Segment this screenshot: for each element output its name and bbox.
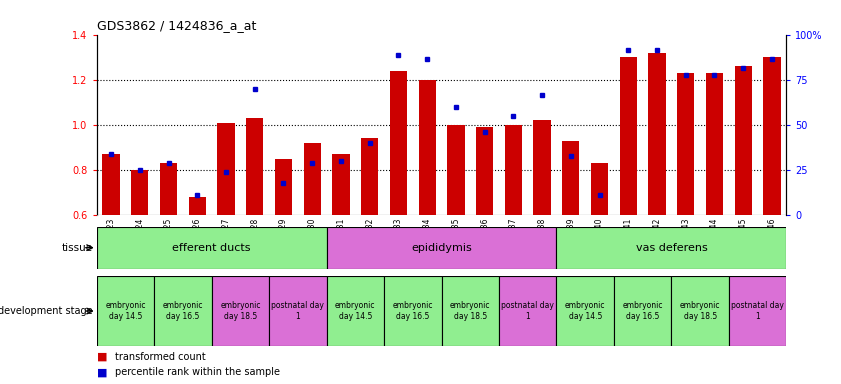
Text: GDS3862 / 1424836_a_at: GDS3862 / 1424836_a_at (97, 19, 257, 32)
Text: development stage: development stage (0, 306, 93, 316)
Bar (97, 227, 326, 269)
Bar (103, 154, 119, 215)
Bar (97, 276, 154, 346)
Text: epididymis: epididymis (411, 243, 472, 253)
Text: embryonic
day 16.5: embryonic day 16.5 (393, 301, 433, 321)
Bar (154, 276, 212, 346)
Text: GSM560943: GSM560943 (681, 217, 690, 264)
Bar (614, 276, 671, 346)
Bar (764, 57, 780, 215)
Text: GSM560926: GSM560926 (193, 217, 202, 264)
Bar (419, 80, 436, 215)
Text: percentile rank within the sample: percentile rank within the sample (115, 367, 280, 377)
Bar (557, 227, 786, 269)
Text: GSM560931: GSM560931 (336, 217, 346, 264)
Text: GSM560938: GSM560938 (537, 217, 547, 264)
Bar (591, 163, 608, 215)
Bar (212, 276, 269, 346)
Text: efferent ducts: efferent ducts (172, 243, 251, 253)
Bar (361, 138, 378, 215)
Text: GSM560946: GSM560946 (768, 217, 776, 264)
Bar (304, 143, 320, 215)
Text: GSM560923: GSM560923 (107, 217, 115, 264)
Bar (160, 163, 177, 215)
Text: embryonic
day 16.5: embryonic day 16.5 (622, 301, 663, 321)
Text: embryonic
day 14.5: embryonic day 14.5 (335, 301, 376, 321)
Bar (269, 276, 326, 346)
Text: GSM560924: GSM560924 (135, 217, 145, 264)
Text: postnatal day
1: postnatal day 1 (731, 301, 784, 321)
Text: postnatal day
1: postnatal day 1 (501, 301, 554, 321)
Text: GSM560929: GSM560929 (279, 217, 288, 264)
Bar (442, 276, 499, 346)
Text: tissue: tissue (61, 243, 93, 253)
Bar (275, 159, 292, 215)
Text: ■: ■ (97, 367, 107, 377)
Bar (217, 122, 235, 215)
Text: GSM560940: GSM560940 (595, 217, 604, 264)
Text: GSM560939: GSM560939 (566, 217, 575, 264)
Text: GSM560930: GSM560930 (308, 217, 317, 264)
Text: GSM560935: GSM560935 (452, 217, 460, 264)
Bar (648, 53, 665, 215)
Bar (620, 57, 637, 215)
Text: GSM560934: GSM560934 (423, 217, 431, 264)
Text: vas deferens: vas deferens (636, 243, 707, 253)
Bar (734, 66, 752, 215)
Text: embryonic
day 18.5: embryonic day 18.5 (680, 301, 721, 321)
Text: GSM560936: GSM560936 (480, 217, 489, 264)
Text: embryonic
day 14.5: embryonic day 14.5 (565, 301, 606, 321)
Text: GSM560933: GSM560933 (394, 217, 403, 264)
Bar (677, 73, 695, 215)
Bar (389, 71, 407, 215)
Text: GSM560942: GSM560942 (653, 217, 662, 264)
Text: transformed count: transformed count (115, 352, 206, 362)
Bar (533, 120, 551, 215)
Text: GSM560925: GSM560925 (164, 217, 173, 264)
Text: postnatal day
1: postnatal day 1 (272, 301, 325, 321)
Text: ■: ■ (97, 352, 107, 362)
Text: embryonic
day 16.5: embryonic day 16.5 (162, 301, 204, 321)
Bar (326, 227, 557, 269)
Bar (729, 276, 786, 346)
Text: GSM560937: GSM560937 (509, 217, 518, 264)
Text: GSM560945: GSM560945 (738, 217, 748, 264)
Bar (499, 276, 557, 346)
Bar (562, 141, 579, 215)
Bar (326, 276, 384, 346)
Bar (505, 125, 522, 215)
Text: GSM560932: GSM560932 (365, 217, 374, 264)
Bar (671, 276, 729, 346)
Text: GSM560927: GSM560927 (221, 217, 230, 264)
Bar (332, 154, 350, 215)
Text: GSM560928: GSM560928 (251, 217, 259, 264)
Bar (188, 197, 206, 215)
Text: embryonic
day 18.5: embryonic day 18.5 (220, 301, 261, 321)
Bar (131, 170, 148, 215)
Bar (384, 276, 442, 346)
Text: embryonic
day 14.5: embryonic day 14.5 (105, 301, 145, 321)
Text: GSM560944: GSM560944 (710, 217, 719, 264)
Text: embryonic
day 18.5: embryonic day 18.5 (450, 301, 490, 321)
Bar (706, 73, 723, 215)
Bar (447, 125, 464, 215)
Bar (246, 118, 263, 215)
Bar (557, 276, 614, 346)
Text: GSM560941: GSM560941 (624, 217, 632, 264)
Bar (476, 127, 493, 215)
